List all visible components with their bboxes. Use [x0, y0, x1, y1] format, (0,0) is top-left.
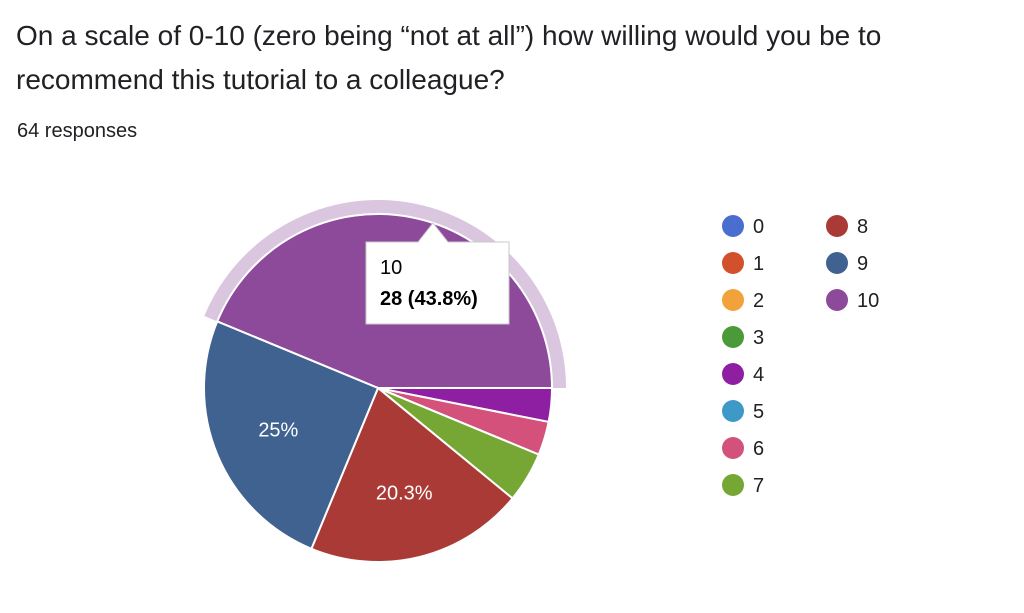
legend-label-4: 4: [753, 364, 764, 386]
legend-swatch-3: [722, 326, 744, 348]
legend-swatch-7: [722, 474, 744, 496]
pie-slice-9[interactable]: [203, 320, 380, 551]
pie-slice-8[interactable]: [310, 386, 514, 563]
legend-label-1: 1: [753, 253, 764, 275]
legend-label-0: 0: [753, 216, 764, 238]
legend-label-10: 10: [857, 290, 879, 312]
pie-slice-labels: 20.3% 25%: [258, 419, 432, 504]
legend-swatch-9: [826, 252, 848, 274]
legend-label-7: 7: [753, 475, 764, 497]
slice-label-9: 25%: [258, 419, 298, 441]
legend-swatch-5: [722, 400, 744, 422]
legend-swatch-8: [826, 215, 848, 237]
tooltip-value: 28 (43.8%): [380, 288, 478, 310]
slice-label-8: 20.3%: [376, 483, 433, 505]
legend-swatch-2: [722, 289, 744, 311]
legend-swatch-1: [722, 252, 744, 274]
legend-label-9: 9: [857, 253, 868, 275]
legend-label-3: 3: [753, 327, 764, 349]
response-count: 64 responses: [17, 120, 138, 142]
legend-label-5: 5: [753, 401, 764, 423]
legend-swatch-10: [826, 289, 848, 311]
question-title: On a scale of 0-10 (zero being “not at a…: [16, 20, 882, 95]
legend: 0 1 2 3 4 5 6 7 8 9 10: [722, 215, 879, 497]
legend-label-2: 2: [753, 290, 764, 312]
tooltip-box: [365, 222, 510, 325]
tooltip: 10 28 (43.8%): [365, 222, 510, 325]
legend-label-8: 8: [857, 216, 868, 238]
legend-swatch-4: [722, 363, 744, 385]
legend-swatch-6: [722, 437, 744, 459]
tooltip-title: 10: [380, 257, 402, 279]
legend-swatch-0: [722, 215, 744, 237]
legend-label-6: 6: [753, 438, 764, 460]
